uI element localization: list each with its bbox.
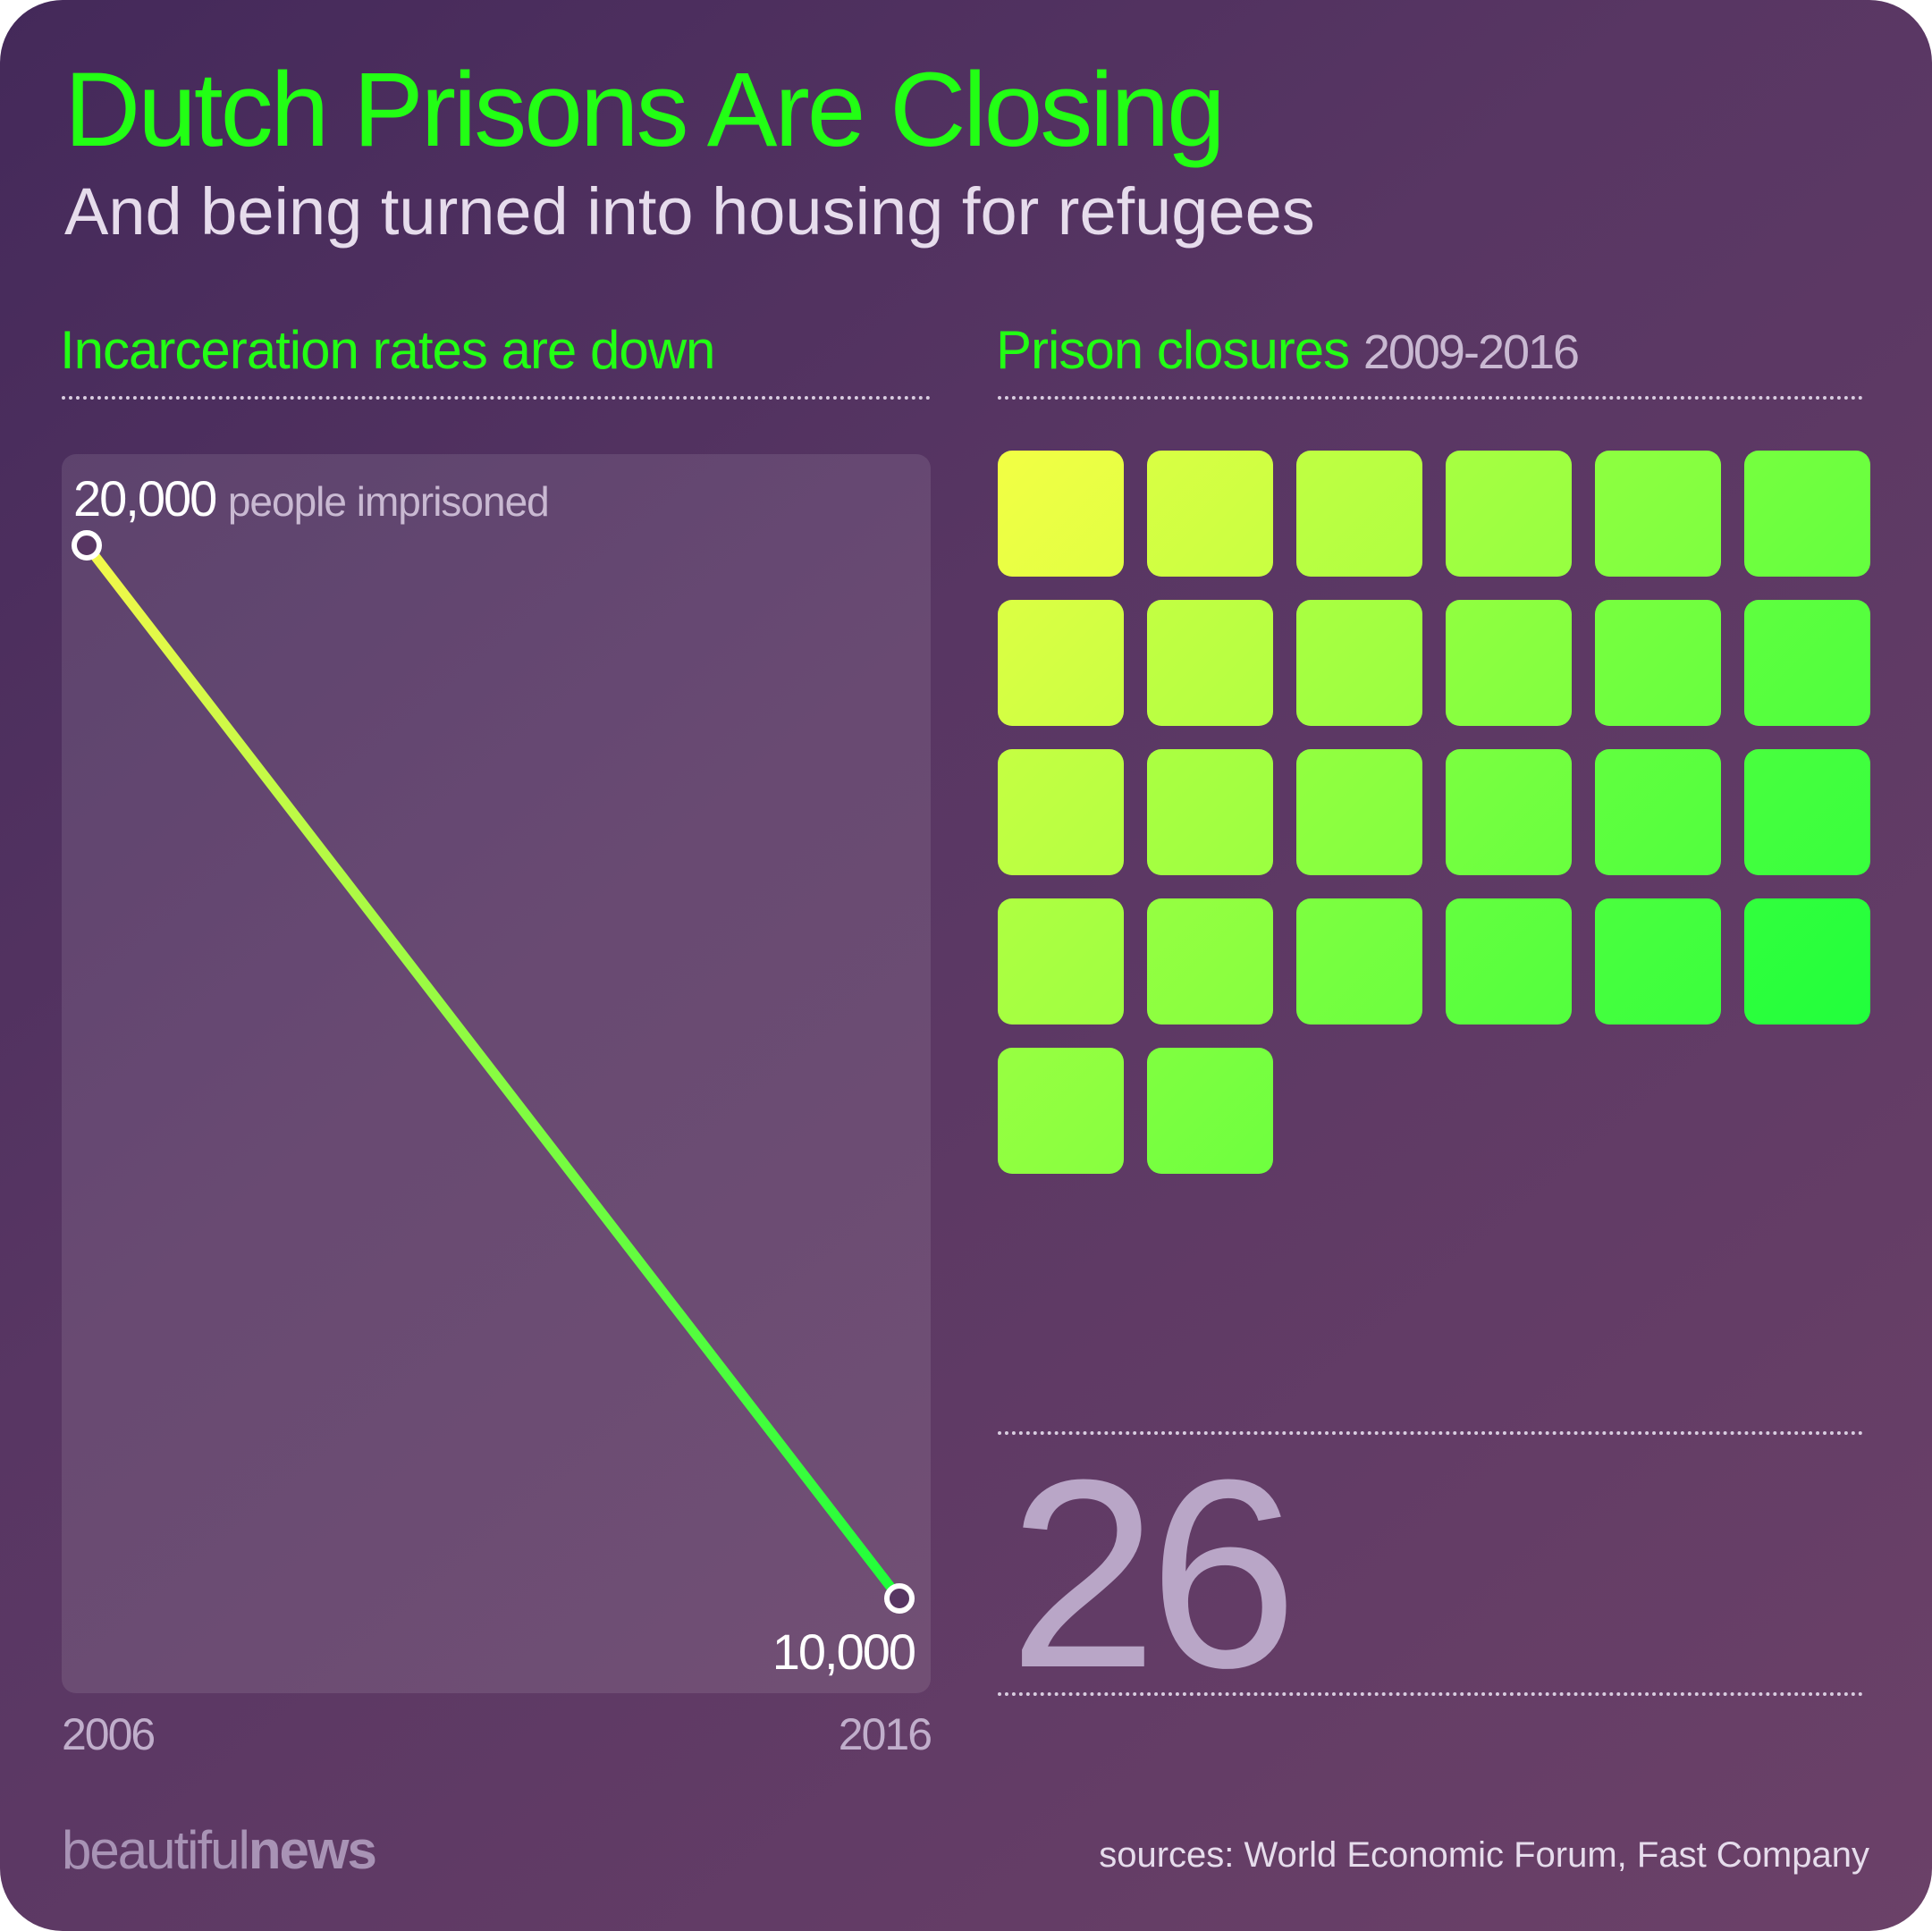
divider-left (62, 396, 931, 400)
closure-cell (1147, 749, 1273, 875)
x-tick-end: 2016 (838, 1709, 932, 1759)
closure-cell (998, 749, 1124, 875)
incarceration-heading: Incarceration rates are down (60, 320, 715, 380)
brand-logo: beautifulnews (62, 1819, 377, 1882)
closure-cell (1595, 749, 1721, 875)
brand-logo-light: beautiful (62, 1820, 250, 1880)
divider-total-top (998, 1431, 1863, 1435)
closure-cell (1595, 898, 1721, 1025)
brand-logo-bold: news (248, 1820, 377, 1880)
closure-cell (1147, 451, 1273, 577)
closure-cell (1147, 1048, 1273, 1174)
line-chart-panel (62, 454, 931, 1693)
divider-right-top (998, 396, 1863, 400)
sources-note: sources: World Economic Forum, Fast Comp… (1099, 1835, 1869, 1875)
closure-cell (1744, 600, 1870, 726)
closure-cell (1446, 749, 1572, 875)
closure-cell (998, 1048, 1124, 1174)
closure-cell (1296, 600, 1422, 726)
closure-cell (1446, 451, 1572, 577)
closure-cell (1147, 898, 1273, 1025)
closures-heading-range: 2009-2016 (1363, 325, 1580, 379)
closure-cell (1744, 451, 1870, 577)
closure-cell (1446, 898, 1572, 1025)
closures-total: 26 (1008, 1423, 1298, 1724)
x-tick-start: 2006 (62, 1709, 156, 1759)
closure-cell (998, 451, 1124, 577)
closure-cell (1744, 898, 1870, 1025)
closure-cell (998, 898, 1124, 1025)
closures-heading: Prison closures 2009-2016 (996, 317, 1580, 385)
start-value-unit: people imprisoned (227, 478, 550, 525)
closure-cell (1296, 749, 1422, 875)
closure-cell (998, 600, 1124, 726)
closure-cell (1296, 898, 1422, 1025)
closure-cell (1446, 600, 1572, 726)
closure-cell (1147, 600, 1273, 726)
closure-cell (1595, 600, 1721, 726)
divider-total-bottom (998, 1692, 1863, 1696)
closure-cell (1296, 451, 1422, 577)
page-subtitle: And being turned into housing for refuge… (64, 174, 1315, 249)
page-title: Dutch Prisons Are Closing (64, 51, 1226, 169)
closure-cell (1744, 749, 1870, 875)
start-value-label: 20,000 people imprisoned (73, 469, 550, 531)
end-value-label: 10,000 (772, 1623, 916, 1680)
closure-cell (1595, 451, 1721, 577)
closures-heading-label: Prison closures (996, 320, 1350, 380)
start-value: 20,000 (73, 470, 217, 527)
